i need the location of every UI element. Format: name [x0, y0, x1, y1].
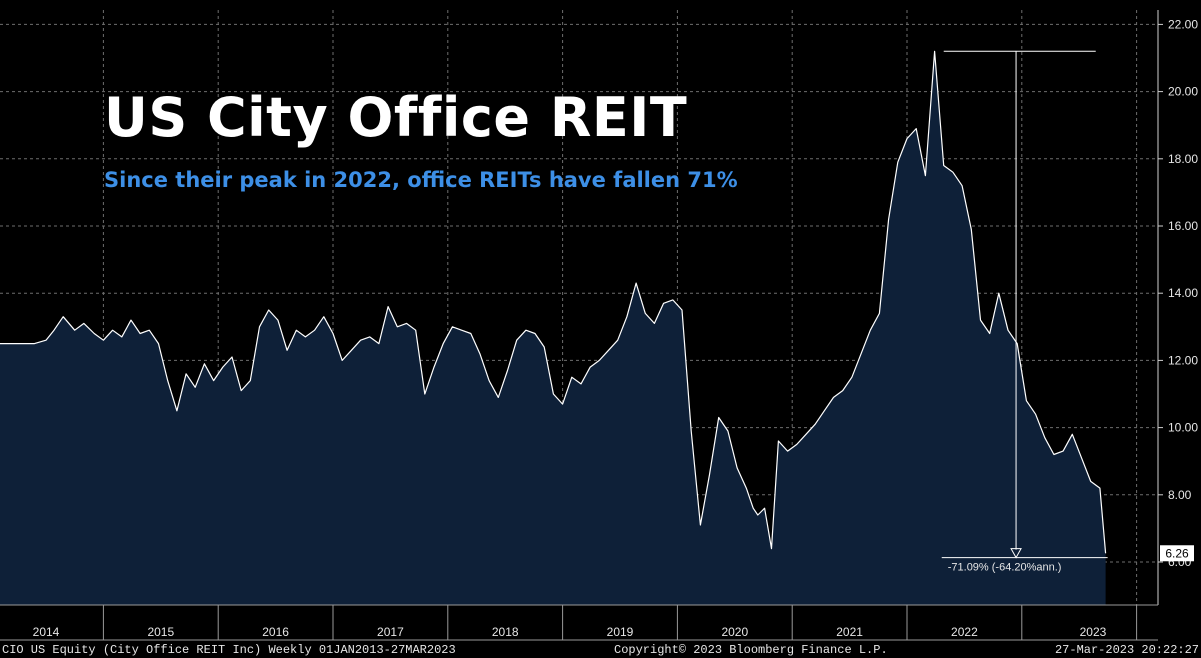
- x-tick-label: 2021: [836, 625, 863, 639]
- x-tick-label: 2015: [147, 625, 174, 639]
- annotation-arrow-head: [1010, 548, 1022, 559]
- chart-area: [0, 50, 1107, 606]
- y-axis: 6.008.0010.0012.0014.0016.0018.0020.0022…: [1157, 10, 1198, 605]
- y-tick-label: 16.00: [1168, 219, 1198, 233]
- x-tick-label: 2023: [1080, 625, 1107, 639]
- last-value-label: 6.26: [1165, 546, 1189, 560]
- series-line: [0, 50, 1107, 554]
- footer-copyright: Copyright© 2023 Bloomberg Finance L.P.: [614, 643, 888, 657]
- footer-timestamp: 27-Mar-2023 20:22:27: [1054, 643, 1199, 657]
- page-title: US City Office REIT: [104, 86, 688, 149]
- y-tick-label: 22.00: [1168, 17, 1198, 31]
- x-tick-label: 2019: [607, 625, 634, 639]
- x-tick-label: 2020: [721, 625, 748, 639]
- x-tick-label: 2018: [492, 625, 519, 639]
- y-tick-label: 20.00: [1168, 85, 1198, 99]
- page-subtitle: Since their peak in 2022, office REITs h…: [104, 168, 738, 192]
- y-tick-label: 10.00: [1168, 421, 1198, 435]
- x-tick-label: 2014: [33, 625, 60, 639]
- x-tick-label: 2017: [377, 625, 404, 639]
- y-tick-label: 18.00: [1168, 152, 1198, 166]
- y-tick-label: 14.00: [1168, 286, 1198, 300]
- y-tick-label: 12.00: [1168, 353, 1198, 367]
- x-tick-label: 2022: [951, 625, 978, 639]
- series-area: [0, 51, 1106, 606]
- x-axis: 2014 2015 2016 2017 2018 2019 2020 2021 2022 2023: [0, 604, 1158, 641]
- last-value-marker: [1160, 545, 1194, 562]
- chart-annotation: -71.09% (-64.20%ann.): [941, 50, 1108, 574]
- x-tick-label: 2016: [262, 625, 289, 639]
- footer-security-info: CIO US Equity (City Office REIT Inc) Wee…: [2, 643, 456, 657]
- y-tick-label: 8.00: [1168, 488, 1192, 502]
- annotation-label: -71.09% (-64.20%ann.): [948, 562, 1062, 574]
